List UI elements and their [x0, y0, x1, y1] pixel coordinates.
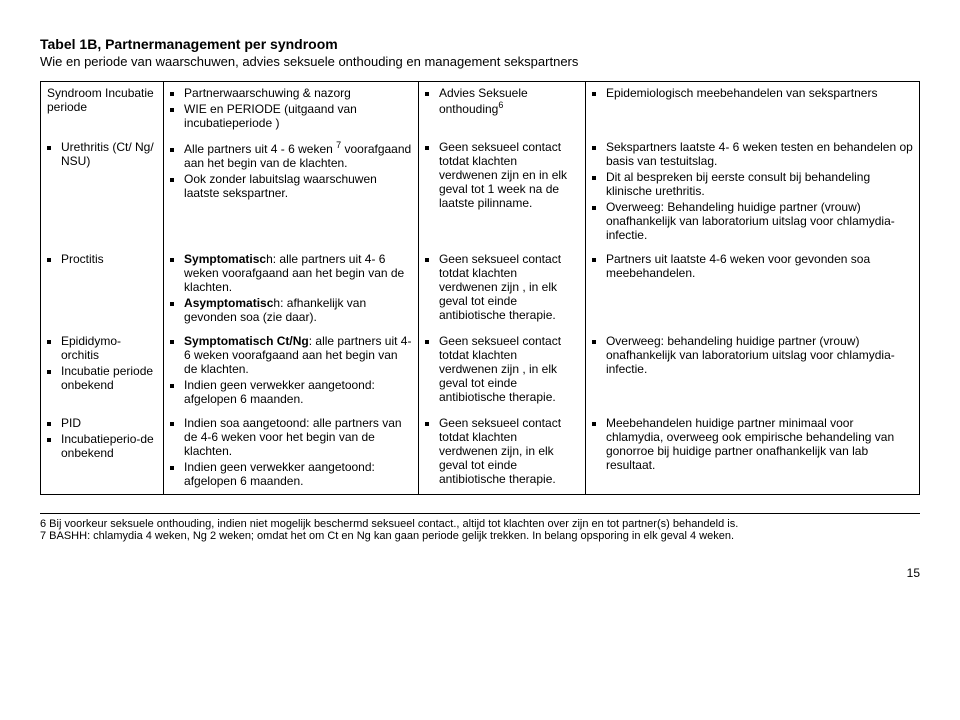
cell-item: Geen seksueel contact totdat klachten ve… [439, 416, 579, 486]
cell-item: Ook zonder labuitslag waarschuwen laatst… [184, 172, 412, 200]
cell-item: Proctitis [61, 252, 157, 266]
header-col2-line1: Partnerwaarschuwing & nazorg [184, 86, 412, 100]
cell-item: Urethritis (Ct/ Ng/ NSU) [61, 140, 157, 168]
cell-item: Geen seksueel contact totdat klachten ve… [439, 334, 579, 404]
table-title: Tabel 1B, Partnermanagement per syndroom [40, 36, 920, 52]
header-col4: Epidemiologisch meebehandelen van sekspa… [585, 82, 919, 137]
cell-c4: Sekspartners laatste 4- 6 weken testen e… [585, 136, 919, 248]
table-header-row: Syndroom Incubatie periode Partnerwaarsc… [41, 82, 920, 137]
cell-c2: Symptomatisch Ct/Ng: alle partners uit 4… [164, 330, 419, 412]
header-col2-line2: WIE en PERIODE (uitgaand van incubatiepe… [184, 102, 412, 130]
footnote-6: 6 Bij voorkeur seksuele onthouding, indi… [40, 518, 920, 530]
cell-item: Indien geen verwekker aangetoond: afgelo… [184, 460, 412, 488]
cell-item: Epididymo-orchitis [61, 334, 157, 362]
cell-item: Incubatie periode onbekend [61, 364, 157, 392]
cell-item: PID [61, 416, 157, 430]
cell-item: Geen seksueel contact totdat klachten ve… [439, 252, 579, 322]
cell-c1: Epididymo-orchitisIncubatie periode onbe… [41, 330, 164, 412]
page-number: 15 [40, 566, 920, 580]
cell-c1: PID Incubatieperio-de onbekend [41, 412, 164, 495]
header-col3: Advies Seksuele onthouding6 [418, 82, 585, 137]
cell-item: Meebehandelen huidige partner minimaal v… [606, 416, 913, 472]
cell-c2: Symptomatisch: alle partners uit 4- 6 we… [164, 248, 419, 330]
cell-item: Alle partners uit 4 - 6 weken 7 voorafga… [184, 140, 412, 170]
cell-c4: Overweeg: behandeling huidige partner (v… [585, 330, 919, 412]
cell-item: Sekspartners laatste 4- 6 weken testen e… [606, 140, 913, 168]
cell-item: Partners uit laatste 4-6 weken voor gevo… [606, 252, 913, 280]
header-col3-line1: Advies Seksuele onthouding6 [439, 86, 579, 116]
table-subtitle: Wie en periode van waarschuwen, advies s… [40, 54, 920, 69]
cell-item: Asymptomatisch: afhankelijk van gevonden… [184, 296, 412, 324]
cell-c2: Indien soa aangetoond: alle partners van… [164, 412, 419, 495]
cell-item: Indien soa aangetoond: alle partners van… [184, 416, 412, 458]
table-row: Epididymo-orchitisIncubatie periode onbe… [41, 330, 920, 412]
cell-c2: Alle partners uit 4 - 6 weken 7 voorafga… [164, 136, 419, 248]
cell-c3: Geen seksueel contact totdat klachten ve… [418, 136, 585, 248]
header-col2: Partnerwaarschuwing & nazorg WIE en PERI… [164, 82, 419, 137]
footnote-7: 7 BASHH: chlamydia 4 weken, Ng 2 weken; … [40, 530, 920, 542]
table-row: Urethritis (Ct/ Ng/ NSU) Alle partners ui… [41, 136, 920, 248]
partner-management-table: Syndroom Incubatie periode Partnerwaarsc… [40, 81, 920, 495]
cell-item: Indien geen verwekker aangetoond: afgelo… [184, 378, 412, 406]
cell-item: Symptomatisch Ct/Ng: alle partners uit 4… [184, 334, 412, 376]
footnotes: 6 Bij voorkeur seksuele onthouding, indi… [40, 513, 920, 542]
table-row: Proctitis Symptomatisch: alle partners ui… [41, 248, 920, 330]
cell-item: Geen seksueel contact totdat klachten ve… [439, 140, 579, 210]
table-row: PID Incubatieperio-de onbekend Indien soa … [41, 412, 920, 495]
cell-item: Dit al bespreken bij eerste consult bij … [606, 170, 913, 198]
cell-item: Symptomatisch: alle partners uit 4- 6 we… [184, 252, 412, 294]
header-col1: Syndroom Incubatie periode [41, 82, 164, 137]
cell-item: Overweeg: Behandeling huidige partner (v… [606, 200, 913, 242]
cell-c3: Geen seksueel contact totdat klachten ve… [418, 412, 585, 495]
cell-item: Overweeg: behandeling huidige partner (v… [606, 334, 913, 376]
cell-c1: Proctitis [41, 248, 164, 330]
cell-c4: Meebehandelen huidige partner minimaal v… [585, 412, 919, 495]
cell-c3: Geen seksueel contact totdat klachten ve… [418, 330, 585, 412]
cell-c1: Urethritis (Ct/ Ng/ NSU) [41, 136, 164, 248]
header-col4-line1: Epidemiologisch meebehandelen van sekspa… [606, 86, 913, 100]
cell-item: Incubatieperio-de onbekend [61, 432, 157, 460]
cell-c4: Partners uit laatste 4-6 weken voor gevo… [585, 248, 919, 330]
cell-c3: Geen seksueel contact totdat klachten ve… [418, 248, 585, 330]
